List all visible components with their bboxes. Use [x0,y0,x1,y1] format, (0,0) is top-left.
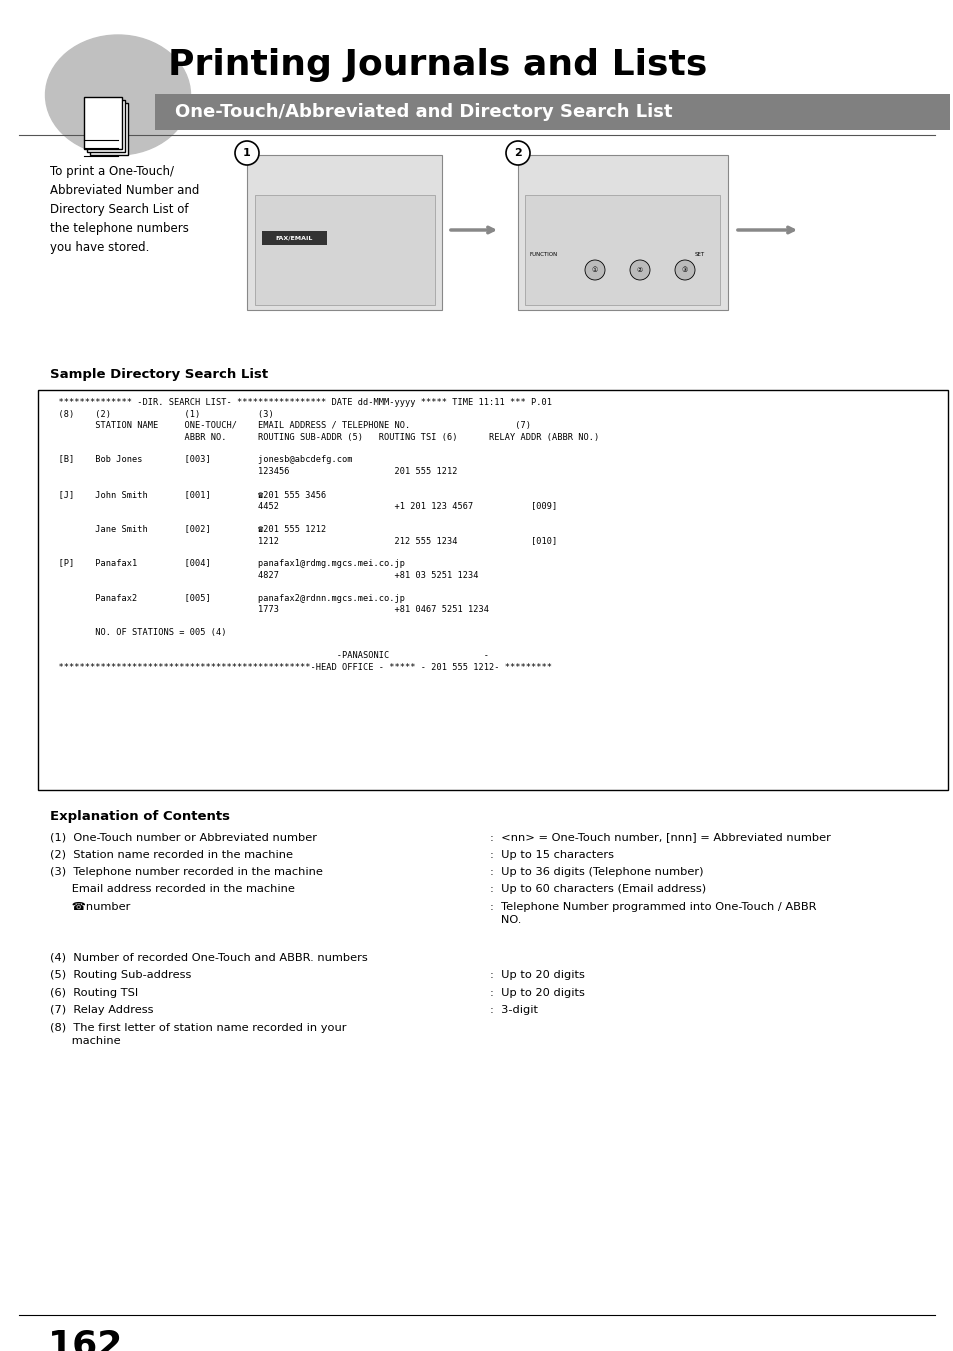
Text: (8)    (2)              (1)           (3): (8) (2) (1) (3) [48,409,274,419]
Text: ③: ③ [681,267,687,273]
Text: (6)  Routing TSI: (6) Routing TSI [50,988,138,998]
Text: ②: ② [637,267,642,273]
Circle shape [234,141,258,165]
Text: Panafax2         [005]         panafax2@rdnn.mgcs.mei.co.jp: Panafax2 [005] panafax2@rdnn.mgcs.mei.co… [48,593,405,603]
Text: [P]    Panafax1         [004]         panafax1@rdmg.mgcs.mei.co.jp: [P] Panafax1 [004] panafax1@rdmg.mgcs.me… [48,559,405,567]
Circle shape [675,259,695,280]
Text: 1773                      +81 0467 5251 1234: 1773 +81 0467 5251 1234 [48,605,489,613]
Text: :  <nn> = One-Touch number, [nnn] = Abbreviated number: : <nn> = One-Touch number, [nnn] = Abbre… [490,832,830,842]
Ellipse shape [46,35,191,155]
Text: One-Touch/Abbreviated and Directory Search List: One-Touch/Abbreviated and Directory Sear… [174,103,672,122]
Text: 162: 162 [48,1328,123,1351]
Text: (8)  The first letter of station name recorded in your
      machine: (8) The first letter of station name rec… [50,1023,346,1046]
Text: To print a One-Touch/
Abbreviated Number and
Directory Search List of
the teleph: To print a One-Touch/ Abbreviated Number… [50,165,199,254]
FancyBboxPatch shape [154,95,949,130]
FancyBboxPatch shape [87,100,125,153]
Text: ************************************************-HEAD OFFICE - ***** - 201 555 1: ****************************************… [48,662,552,671]
Text: FUNCTION: FUNCTION [530,253,558,258]
Circle shape [584,259,604,280]
Text: 4827                      +81 03 5251 1234: 4827 +81 03 5251 1234 [48,570,478,580]
FancyBboxPatch shape [90,103,128,155]
Text: :  Up to 20 digits: : Up to 20 digits [490,988,584,998]
Text: (3)  Telephone number recorded in the machine: (3) Telephone number recorded in the mac… [50,867,322,877]
Text: :  Telephone Number programmed into One-Touch / ABBR
   NO.: : Telephone Number programmed into One-T… [490,902,816,925]
Text: [B]    Bob Jones        [003]         jonesb@abcdefg.com: [B] Bob Jones [003] jonesb@abcdefg.com [48,455,352,465]
Circle shape [505,141,530,165]
Text: :  3-digit: : 3-digit [490,1005,537,1016]
Text: Printing Journals and Lists: Printing Journals and Lists [168,49,706,82]
Text: :  Up to 20 digits: : Up to 20 digits [490,970,584,981]
Text: ************** -DIR. SEARCH LIST- ***************** DATE dd-MMM-yyyy ***** TIME : ************** -DIR. SEARCH LIST- ******… [48,399,552,407]
Text: :  Up to 15 characters: : Up to 15 characters [490,850,614,859]
Text: (2)  Station name recorded in the machine: (2) Station name recorded in the machine [50,850,293,859]
FancyBboxPatch shape [38,390,947,790]
Text: 1: 1 [243,149,251,158]
FancyBboxPatch shape [262,231,327,245]
Text: 123456                    201 555 1212: 123456 201 555 1212 [48,467,457,476]
FancyBboxPatch shape [254,195,435,305]
Text: (7)  Relay Address: (7) Relay Address [50,1005,153,1016]
Text: FAX/EMAIL: FAX/EMAIL [275,235,313,240]
FancyBboxPatch shape [247,155,441,309]
Text: 2: 2 [514,149,521,158]
Text: (4)  Number of recorded One-Touch and ABBR. numbers: (4) Number of recorded One-Touch and ABB… [50,952,367,963]
Text: Jane Smith       [002]         ☎201 555 1212: Jane Smith [002] ☎201 555 1212 [48,524,326,534]
Circle shape [629,259,649,280]
Text: :  Up to 60 characters (Email address): : Up to 60 characters (Email address) [490,885,705,894]
Text: ①: ① [591,267,598,273]
FancyBboxPatch shape [524,195,720,305]
Text: 4452                      +1 201 123 4567           [009]: 4452 +1 201 123 4567 [009] [48,501,557,511]
Text: :  Up to 36 digits (Telephone number): : Up to 36 digits (Telephone number) [490,867,702,877]
Text: Email address recorded in the machine: Email address recorded in the machine [50,885,294,894]
Text: STATION NAME     ONE-TOUCH/    EMAIL ADDRESS / TELEPHONE NO.                    : STATION NAME ONE-TOUCH/ EMAIL ADDRESS / … [48,422,531,430]
Text: Explanation of Contents: Explanation of Contents [50,811,230,823]
FancyBboxPatch shape [517,155,727,309]
Text: NO. OF STATIONS = 005 (4): NO. OF STATIONS = 005 (4) [48,628,226,638]
Text: ☎number: ☎number [50,902,131,912]
FancyBboxPatch shape [84,97,122,149]
Text: (1)  One-Touch number or Abbreviated number: (1) One-Touch number or Abbreviated numb… [50,832,316,842]
Text: (5)  Routing Sub-address: (5) Routing Sub-address [50,970,192,981]
Text: ABBR NO.      ROUTING SUB-ADDR (5)   ROUTING TSI (6)      RELAY ADDR (ABBR NO.): ABBR NO. ROUTING SUB-ADDR (5) ROUTING TS… [48,432,598,442]
Text: SET: SET [695,253,704,258]
Text: Sample Directory Search List: Sample Directory Search List [50,367,268,381]
Text: -PANASONIC                  -: -PANASONIC - [48,651,489,661]
Text: [J]    John Smith       [001]         ☎201 555 3456: [J] John Smith [001] ☎201 555 3456 [48,490,326,499]
Text: 1212                      212 555 1234              [010]: 1212 212 555 1234 [010] [48,536,557,544]
